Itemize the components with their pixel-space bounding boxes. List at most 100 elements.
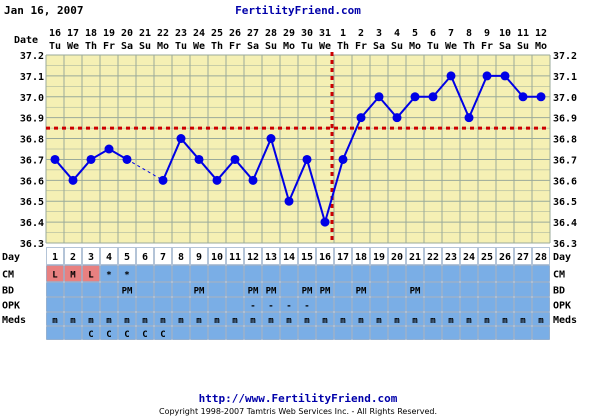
- meds-value: m: [268, 316, 274, 326]
- bd-cell: [190, 282, 208, 297]
- date-label: 9: [484, 28, 490, 39]
- opk-cell: [262, 297, 280, 312]
- meds-value: m: [412, 316, 418, 326]
- header-site-link: FertilityFriend.com: [235, 4, 361, 17]
- bd-cell: [424, 282, 442, 297]
- bd-value: PM: [194, 287, 205, 297]
- y-tick-left: 36.9: [20, 114, 44, 125]
- opk-cell: [280, 297, 298, 312]
- day-cell: [280, 247, 298, 265]
- temp-point: [356, 113, 366, 123]
- opk-cell: [424, 297, 442, 312]
- meds-value: m: [232, 316, 238, 326]
- meds-value: m: [106, 316, 112, 326]
- meds2-cell: [190, 326, 208, 340]
- meds-value: m: [538, 316, 544, 326]
- y-tick-right: 36.5: [553, 197, 577, 208]
- opk-value: -: [250, 302, 255, 312]
- date-label: 3: [376, 28, 382, 39]
- date-label: 24: [193, 28, 205, 39]
- opk-cell: [244, 297, 262, 312]
- opk-cell: [442, 297, 460, 312]
- bd-cell: [208, 282, 226, 297]
- date-label: 11: [517, 28, 529, 39]
- temp-point: [374, 92, 384, 102]
- bd-cell: [262, 282, 280, 297]
- temp-point: [104, 144, 114, 154]
- day-cell: [460, 247, 478, 265]
- date-label: 5: [412, 28, 418, 39]
- opk-cell: [478, 297, 496, 312]
- y-tick-left: 36.8: [20, 135, 44, 146]
- y-tick-right: 36.3: [553, 239, 577, 250]
- weekday-label: Mo: [409, 41, 421, 52]
- cm-cell: [244, 265, 262, 282]
- meds-value: m: [430, 316, 436, 326]
- y-tick-left: 36.7: [20, 155, 44, 166]
- cm-value: *: [106, 271, 111, 281]
- day-value: 15: [301, 252, 313, 263]
- row-label-meds-left: Meds: [2, 315, 26, 326]
- temp-segment: [162, 138, 182, 181]
- day-value: 11: [229, 252, 241, 263]
- weekday-label: Th: [463, 41, 475, 52]
- cm-cell: [496, 265, 514, 282]
- opk-cell: [46, 297, 64, 312]
- opk-cell: [118, 297, 136, 312]
- opk-cell: [334, 297, 352, 312]
- y-tick-right: 36.8: [553, 135, 577, 146]
- day-cell: [262, 247, 280, 265]
- y-tick-right: 36.4: [553, 218, 577, 229]
- date-label: 20: [121, 28, 133, 39]
- meds-cell: [298, 312, 316, 326]
- temp-segment: [216, 158, 236, 181]
- cm-cell: [316, 265, 334, 282]
- day-cell: [352, 247, 370, 265]
- meds2-cell: [154, 326, 172, 340]
- weekday-label: Sa: [373, 41, 385, 52]
- opk-cell: [64, 297, 82, 312]
- meds-value: m: [178, 316, 184, 326]
- meds-value: m: [142, 316, 148, 326]
- weekday-label: Mo: [535, 41, 547, 52]
- temp-point: [248, 175, 258, 185]
- bd-cell: [334, 282, 352, 297]
- cm-cell: [514, 265, 532, 282]
- y-tick-left: 36.5: [20, 197, 44, 208]
- weekday-label: Su: [391, 41, 403, 52]
- meds-cell: [316, 312, 334, 326]
- opk-cell: [154, 297, 172, 312]
- day-cell: [64, 247, 82, 265]
- bd-cell: [64, 282, 82, 297]
- meds2-cell: [82, 326, 100, 340]
- opk-cell: [100, 297, 118, 312]
- meds2-cell: [244, 326, 262, 340]
- meds-cell: [460, 312, 478, 326]
- meds2-cell: [334, 326, 352, 340]
- bd-value: PM: [122, 287, 133, 297]
- day-cell: [172, 247, 190, 265]
- weekday-label: Fr: [103, 41, 115, 52]
- date-label: 30: [301, 28, 313, 39]
- temp-segment: [324, 159, 344, 223]
- date-label: 18: [85, 28, 97, 39]
- meds-value: m: [250, 316, 256, 326]
- meds-value: m: [52, 316, 58, 326]
- meds-value: m: [358, 316, 364, 326]
- weekday-label: Mo: [157, 41, 169, 52]
- temp-segment: [504, 75, 524, 98]
- meds2-cell: [118, 326, 136, 340]
- day-value: 13: [265, 252, 277, 263]
- y-tick-right: 37.1: [553, 72, 577, 83]
- day-value: 4: [106, 252, 112, 263]
- day-value: 24: [463, 252, 475, 263]
- meds-value: m: [214, 316, 220, 326]
- temp-point: [266, 134, 276, 144]
- bd-cell: [100, 282, 118, 297]
- temp-point: [230, 154, 240, 164]
- day-value: 8: [178, 252, 184, 263]
- meds-cell: [388, 312, 406, 326]
- meds-value: m: [394, 316, 400, 326]
- temp-segment: [396, 96, 416, 119]
- bd-cell: [388, 282, 406, 297]
